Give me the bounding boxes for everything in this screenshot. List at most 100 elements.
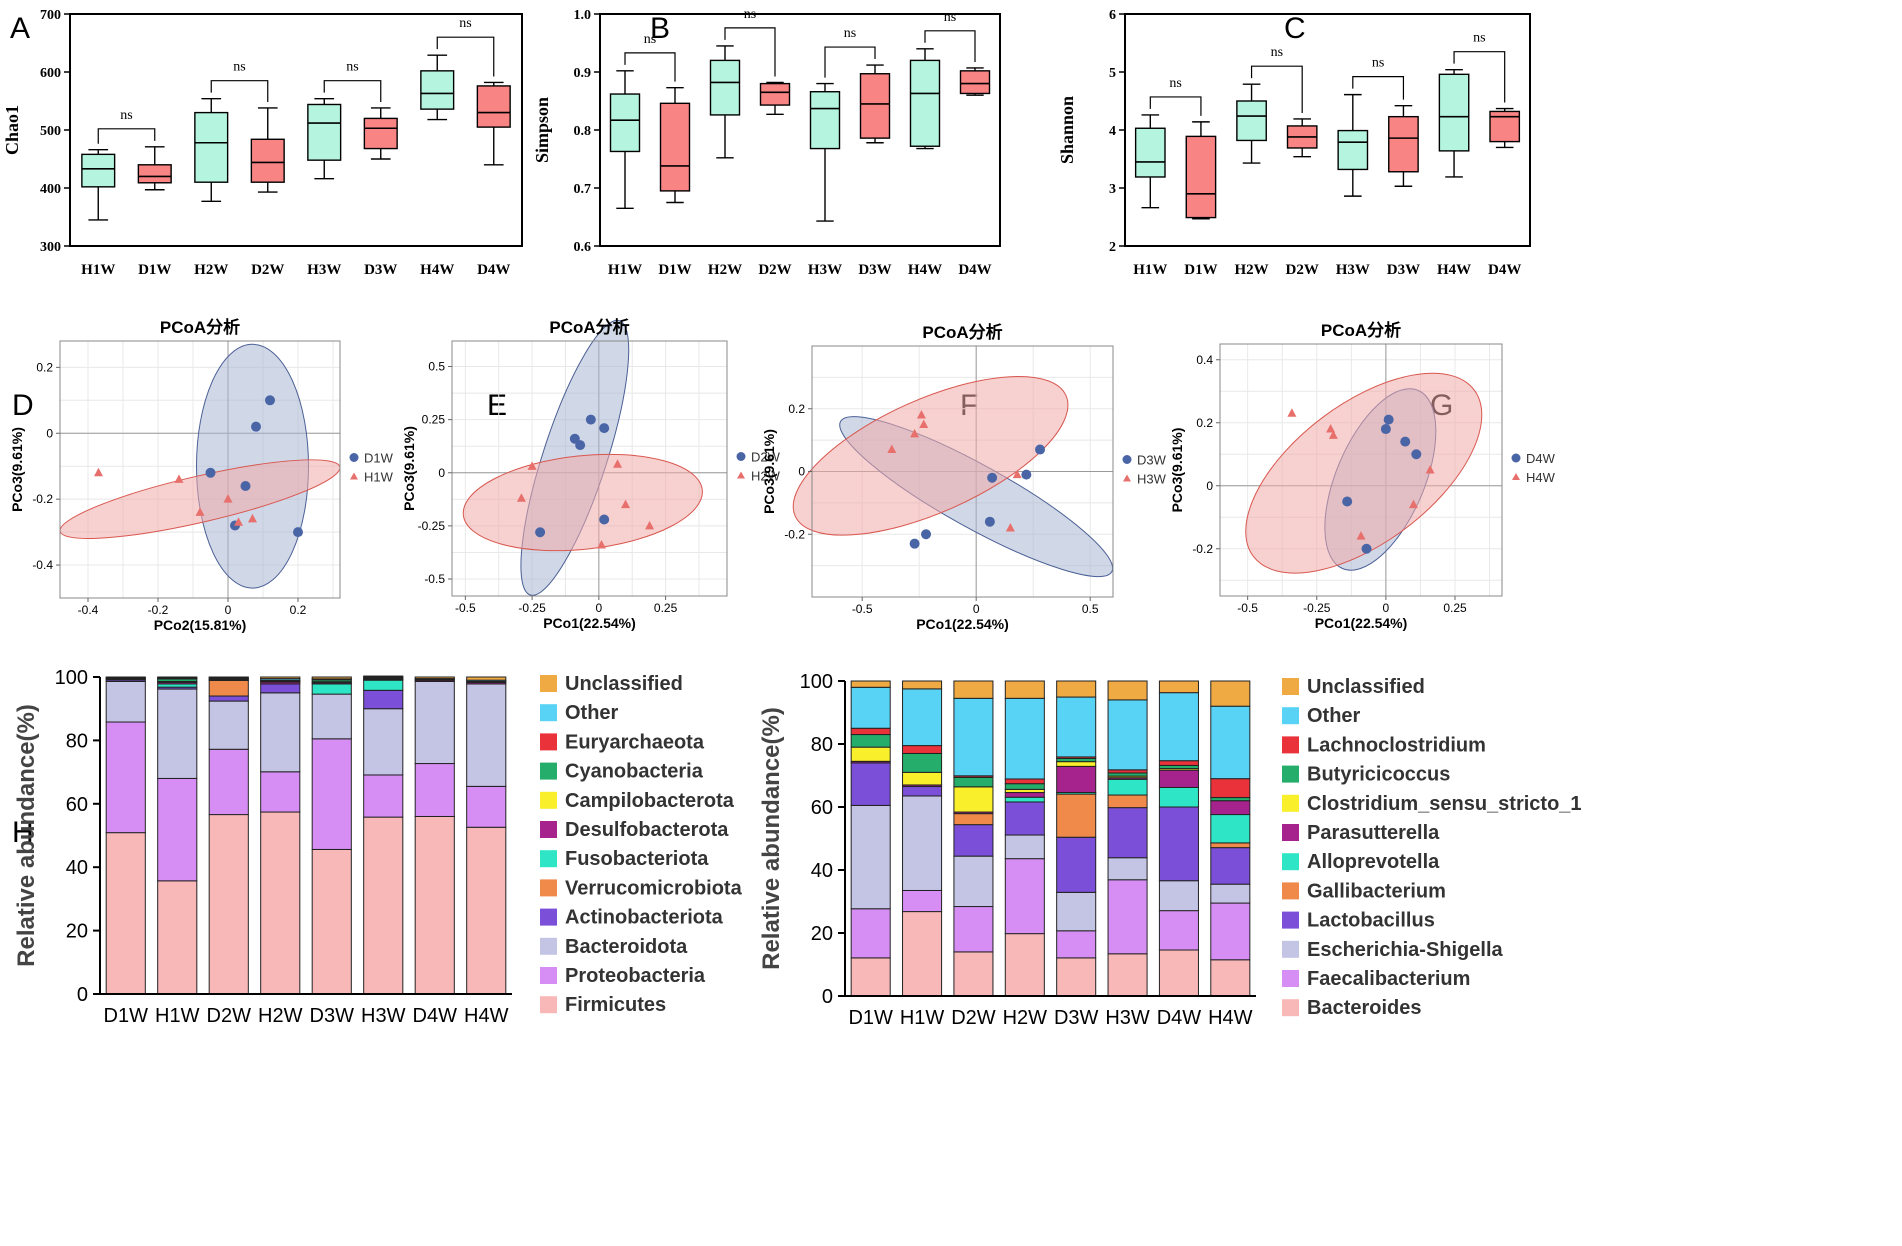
bar-segment-Lactobacillus	[1158, 806, 1199, 882]
y-tick-label: -0.25	[418, 519, 446, 533]
x-tick-label: D2W	[758, 262, 791, 278]
plot-frame	[69, 13, 523, 247]
legend-swatch	[540, 704, 557, 722]
significance-bracket	[1250, 65, 1303, 113]
y-tick-label: 0	[438, 466, 445, 480]
bar-segment-Other	[1158, 692, 1199, 762]
x-tick-label: H1W	[155, 1005, 200, 1027]
bar-segment-Actinobacteriota	[363, 689, 404, 710]
stacked-bar-phylum: D1W H1W D2W H2W D3W H3W D4W H4W 0 20 40 60 80 100 Rela…	[13, 667, 743, 1027]
confidence-ellipse-H2W	[462, 453, 703, 552]
significance-bracket	[1149, 96, 1202, 116]
bar-segment-Proteobacteria	[363, 774, 404, 818]
bar-segment-Bacteroides	[1004, 933, 1045, 997]
significance-label: ns	[346, 60, 358, 75]
legend-swatch	[1282, 911, 1299, 929]
bar-segment-Parasutterella	[1210, 800, 1251, 816]
x-tick-label: -0.5	[1237, 601, 1258, 615]
legend-swatch	[540, 967, 557, 984]
bar-segment-Proteobacteria	[157, 777, 198, 882]
y-tick-label: 300	[40, 240, 61, 255]
box-H3W	[809, 91, 841, 150]
bar-segment-Faecalibacterium	[850, 908, 891, 959]
bar-segment-Other	[953, 697, 994, 777]
legend-marker	[350, 472, 358, 480]
x-tick-label: D2W	[251, 262, 284, 278]
legend-label: Unclassified	[565, 673, 683, 695]
y-tick-label: 100	[800, 671, 833, 693]
point-H4W	[1356, 531, 1366, 540]
point-H2W	[645, 520, 655, 530]
y-axis-label: PCo3(9.61%)	[401, 426, 417, 511]
bar-segment-Faecalibacterium	[902, 889, 943, 913]
point-D1W	[265, 395, 275, 406]
x-tick-label: D2W	[207, 1005, 252, 1027]
bar-segment-Actinobacteriota	[208, 695, 249, 702]
x-tick-label: -0.25	[518, 601, 546, 615]
point-H4W	[1425, 465, 1435, 474]
boxplot-shannon: 2 3 4 5 6 Shannon H1W D1W H2W D2W H3W D3W H4W D4W ns ns…	[1057, 8, 1531, 278]
x-tick-label: H3W	[1336, 262, 1370, 278]
plot-frame	[451, 340, 728, 597]
y-tick-label: 80	[66, 730, 88, 752]
bar-segment-Escherichia-Shigella	[1056, 891, 1097, 932]
bar-segment-Faecalibacterium	[1004, 858, 1045, 935]
x-tick-label: D3W	[1054, 1007, 1099, 1029]
bar-segment-Lactobacillus	[1056, 836, 1097, 893]
y-tick-label: 40	[66, 857, 88, 879]
legend-marker	[349, 453, 359, 462]
x-tick-label: D1W	[1184, 262, 1217, 278]
panel-letter-h: H	[12, 816, 34, 849]
legend-label: H1W	[364, 470, 394, 485]
y-tick-label: 0	[798, 465, 805, 479]
x-tick-label: H2W	[708, 262, 742, 278]
significance-bracket	[1453, 51, 1506, 103]
panel-letter-e: E	[487, 389, 507, 422]
significance-bracket	[624, 52, 676, 82]
box-H4W	[909, 59, 941, 147]
y-tick-label: -0.4	[32, 558, 53, 572]
point-D4W	[1383, 414, 1394, 425]
bar-segment-Unclassified	[1210, 680, 1251, 707]
bar-segment-Unclassified	[902, 680, 943, 690]
bar-segment-Firmicutes	[363, 816, 404, 995]
bar-segment-Alloprevotella	[1158, 786, 1199, 808]
x-tick-label: 0.2	[290, 603, 307, 617]
y-tick-label: 80	[811, 734, 833, 756]
box-D1W	[1185, 135, 1217, 219]
x-tick-label: -0.2	[148, 603, 169, 617]
x-tick-label: H1W	[608, 262, 642, 278]
y-tick-label: 0	[822, 986, 833, 1008]
y-tick-label: 0.9	[574, 66, 592, 81]
bar-segment-Firmicutes	[414, 815, 455, 995]
pcoa-week4: -0.5 -0.25 0 0.25 -0.2 0 0.2 0.4 PCoA分析 PCo1(22.5…	[1169, 320, 1556, 631]
x-tick-label: H3W	[361, 1005, 406, 1027]
point-D2W	[585, 414, 596, 425]
significance-label: ns	[944, 10, 956, 25]
bar-segment-Bacteroides	[1210, 959, 1251, 997]
point-D3W	[909, 538, 920, 549]
bar-segment-Unclassified	[208, 676, 249, 679]
bar-segment-Clostridium_sensu_stricto_1	[953, 786, 994, 813]
bar-segment-Gallibacterium	[1210, 842, 1251, 849]
y-tick-label: -0.2	[32, 492, 53, 506]
legend-label: Lactobacillus	[1307, 910, 1435, 932]
bar-segment-Clostridium_sensu_stricto_1	[850, 746, 891, 762]
point-D1W	[240, 480, 251, 491]
y-tick-label: 0.7	[574, 182, 592, 197]
bar-segment-Unclassified	[311, 676, 352, 680]
x-tick-label: 0.5	[1082, 602, 1099, 616]
x-tick-label: D1W	[658, 262, 691, 278]
box-H1W	[81, 153, 116, 188]
point-H2W	[527, 461, 537, 470]
legend-marker	[737, 471, 745, 479]
bar-segment-Unclassified	[1056, 680, 1097, 698]
point-H3W	[1005, 522, 1015, 532]
y-tick-label: 0.25	[422, 413, 446, 427]
legend-label: Euryarchaeota	[565, 731, 705, 753]
point-D4W	[1380, 424, 1391, 435]
box-D3W	[1388, 115, 1419, 173]
plot-frame	[59, 340, 341, 599]
point-H2W	[621, 499, 631, 509]
bar-segment-Bacteroidota	[105, 680, 146, 723]
